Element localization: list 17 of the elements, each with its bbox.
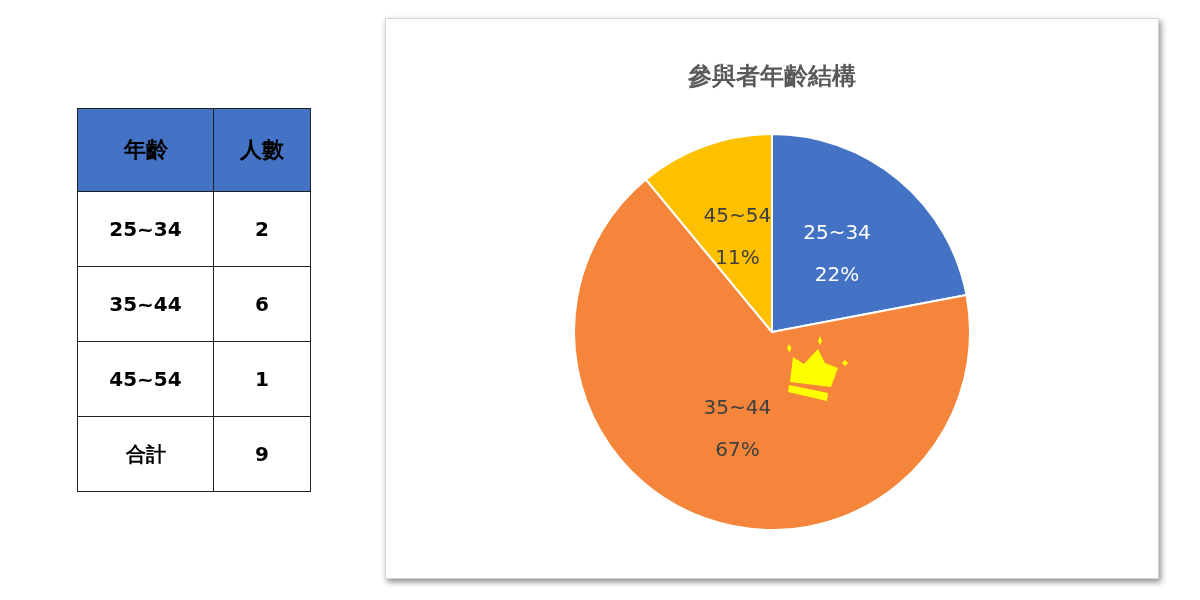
data-label: 22%	[814, 262, 860, 287]
data-label: 1	[213, 341, 311, 417]
data-label: 11%	[715, 245, 760, 270]
category-label: 35~44	[77, 266, 214, 342]
data-label: 67%	[715, 436, 760, 461]
data-label: 2	[213, 191, 311, 267]
text: 人數	[213, 108, 311, 192]
chart-title: 參與者年齡結構	[687, 62, 856, 90]
category-label: 合計	[77, 416, 214, 492]
category-label: 25~34	[77, 191, 214, 267]
category-label: 45~54	[77, 341, 214, 417]
data-label: 6	[213, 266, 311, 342]
slice-label: 35~44	[703, 394, 772, 419]
text: 年齡	[77, 108, 214, 192]
slice-label: 45~54	[703, 203, 772, 228]
slice-label: 25~34	[803, 220, 871, 245]
data-label: 9	[213, 416, 311, 492]
